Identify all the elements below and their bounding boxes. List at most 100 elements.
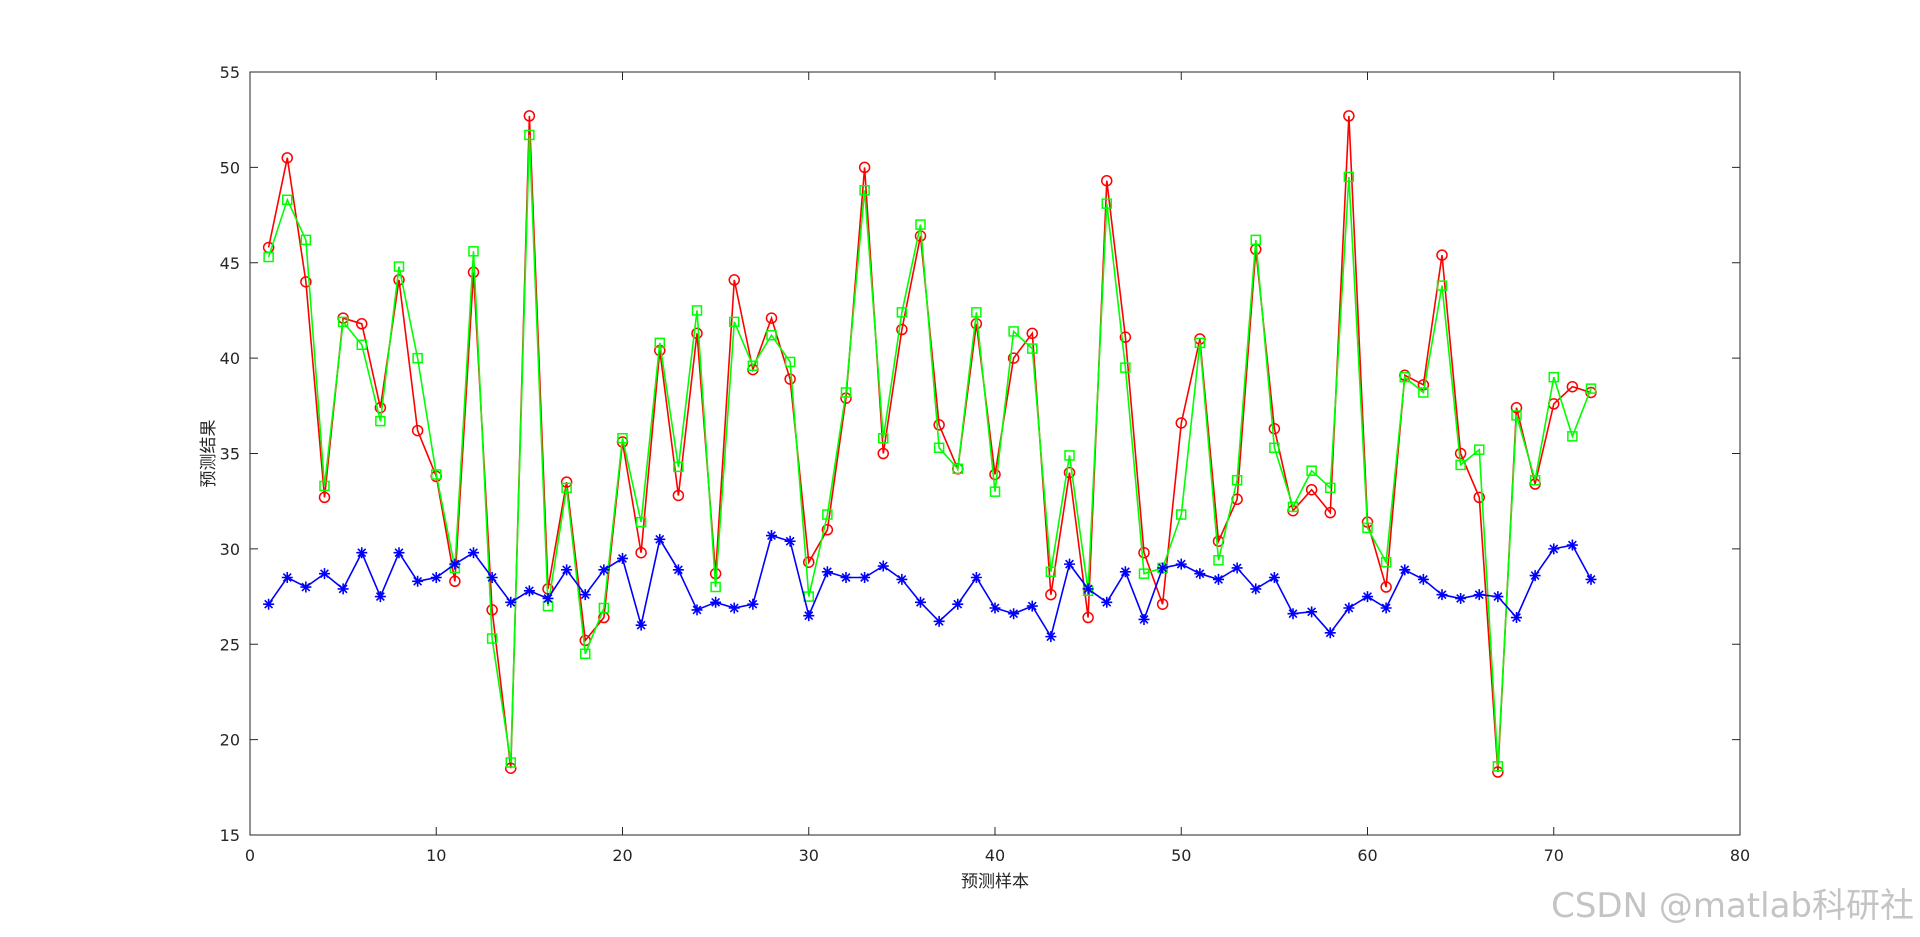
- data-point: [337, 583, 349, 595]
- data-point: [673, 461, 684, 473]
- data-point: [1175, 417, 1187, 429]
- data-point: [710, 596, 722, 608]
- data-point: [840, 571, 852, 583]
- data-point: [877, 560, 889, 572]
- data-point: [691, 327, 703, 340]
- data-point: [915, 596, 926, 608]
- data-point: [579, 589, 591, 601]
- y-tick-label: 35: [220, 445, 240, 464]
- data-point: [300, 581, 312, 593]
- data-point: [1399, 371, 1410, 383]
- data-point: [523, 585, 535, 597]
- data-point: [356, 339, 367, 351]
- data-point: [1138, 613, 1150, 625]
- data-point: [281, 152, 293, 164]
- data-point: [803, 610, 815, 622]
- data-point: [1567, 431, 1578, 442]
- data-point: [1306, 606, 1318, 618]
- data-point: [747, 360, 759, 372]
- data-point: [1138, 546, 1150, 559]
- data-point: [561, 482, 572, 494]
- data-point: [1045, 588, 1057, 601]
- y-tick-label: 30: [220, 540, 240, 559]
- data-point: [915, 219, 926, 230]
- data-point: [1362, 522, 1373, 534]
- data-point: [635, 619, 647, 631]
- data-point: [1194, 568, 1206, 580]
- data-point: [542, 592, 554, 604]
- data-point: [1324, 506, 1336, 519]
- data-point: [1045, 631, 1057, 643]
- data-point: [486, 571, 498, 583]
- x-tick-label: 50: [1171, 846, 1191, 865]
- data-point: [1585, 573, 1597, 585]
- data-point: [729, 316, 740, 328]
- data-point: [524, 129, 535, 141]
- data-point: [766, 530, 777, 542]
- data-point: [1455, 459, 1466, 471]
- data-point: [1399, 564, 1411, 576]
- data-point: [672, 489, 685, 502]
- data-point: [393, 274, 405, 286]
- y-tick-label: 45: [220, 254, 240, 273]
- data-point: [933, 419, 945, 431]
- data-point: [1343, 110, 1355, 122]
- data-point: [971, 307, 982, 318]
- data-point: [505, 762, 517, 774]
- data-point: [263, 251, 274, 263]
- y-tick-label: 40: [220, 349, 240, 368]
- data-point: [318, 491, 331, 504]
- data-point: [1119, 566, 1131, 578]
- data-point: [989, 468, 1001, 481]
- data-point: [1474, 444, 1485, 455]
- data-point: [505, 757, 516, 768]
- y-tick-label: 50: [220, 158, 240, 177]
- data-point: [1492, 766, 1504, 778]
- data-point: [1362, 591, 1373, 603]
- data-point: [1492, 761, 1504, 772]
- data-point: [1194, 337, 1206, 349]
- data-point: [859, 185, 870, 196]
- data-point: [1250, 234, 1261, 246]
- data-point: [1063, 466, 1076, 479]
- data-point: [803, 556, 815, 568]
- data-point: [896, 307, 908, 318]
- data-point: [1064, 558, 1075, 570]
- data-point: [393, 547, 405, 559]
- x-tick-label: 80: [1730, 846, 1750, 865]
- data-point: [1380, 602, 1392, 614]
- data-point: [728, 274, 740, 286]
- data-point: [1082, 583, 1094, 595]
- data-point: [1213, 573, 1224, 585]
- data-point: [859, 571, 871, 583]
- data-point: [989, 602, 1001, 614]
- y-tick-label: 20: [220, 731, 240, 750]
- data-point: [1082, 611, 1094, 624]
- data-point: [430, 571, 442, 583]
- data-point: [281, 571, 293, 583]
- data-point: [1324, 627, 1336, 639]
- data-point: [784, 356, 796, 368]
- data-point: [784, 535, 796, 547]
- data-point: [300, 234, 312, 246]
- data-point: [449, 575, 461, 588]
- data-point: [1119, 331, 1132, 343]
- data-point: [617, 552, 628, 564]
- data-point: [1176, 509, 1187, 520]
- data-point: [486, 604, 498, 616]
- data-point: [1268, 422, 1281, 435]
- data-point: [412, 575, 424, 587]
- data-point: [766, 329, 777, 341]
- data-point: [1548, 371, 1559, 383]
- y-axis-label: 预测结果: [199, 420, 219, 488]
- data-point: [728, 602, 740, 614]
- data-point: [1026, 600, 1038, 612]
- data-point: [635, 546, 647, 559]
- data-point: [1138, 568, 1150, 579]
- data-point: [1287, 501, 1299, 513]
- data-point: [654, 337, 665, 349]
- data-point: [1157, 562, 1169, 574]
- data-point: [1343, 602, 1355, 614]
